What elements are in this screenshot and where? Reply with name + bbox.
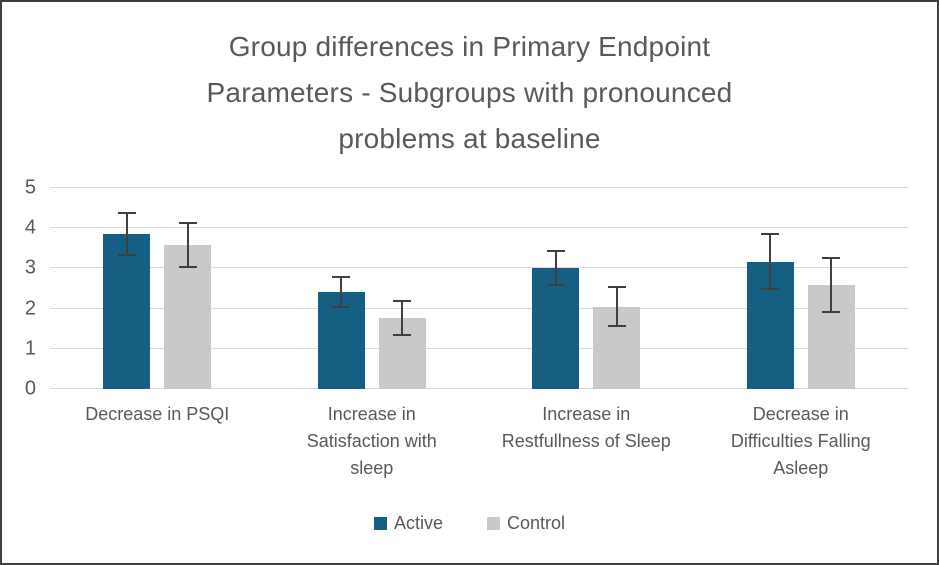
x-axis-label-line: Asleep (773, 458, 829, 478)
legend-label-control: Control (507, 513, 566, 533)
error-bar-part (761, 232, 780, 235)
x-axis-label-line: Restfullness of Sleep (501, 431, 671, 451)
legend-label-active: Active (393, 513, 443, 533)
error-bar-active-2 (546, 250, 565, 287)
bar-wrap-control-0 (164, 188, 212, 389)
bar-wrap-active-3 (746, 188, 794, 389)
x-axis-label-3: Decrease in Difficulties Falling Asleep (694, 401, 909, 482)
bar-control-0 (164, 245, 212, 389)
x-axis-label-0: Decrease in PSQI (50, 401, 265, 482)
error-bar-active-3 (761, 232, 780, 291)
error-bar-part (554, 250, 557, 287)
x-axis-label-line: Decrease in (752, 404, 849, 424)
y-axis: 0 1 2 3 4 5 (2, 177, 40, 400)
error-bar-control-3 (822, 257, 841, 314)
bar-wrap-active-0 (103, 188, 151, 389)
error-bar-part (340, 275, 343, 308)
error-bar-part (546, 250, 565, 253)
x-axis-label-line: Difficulties Falling (730, 431, 871, 451)
bar-group-0 (50, 188, 265, 389)
chart-title-line-2: Parameters - Subgroups with pronounced (206, 77, 733, 108)
x-axis-label-2: Increase in Restfullness of Sleep (479, 401, 694, 482)
x-axis-label-line: Increase in (542, 404, 631, 424)
gridline-0 (50, 388, 908, 389)
bar-group-1 (265, 188, 480, 389)
gridline-2 (50, 307, 908, 309)
error-bar-part (761, 288, 780, 291)
error-bar-part (332, 275, 351, 278)
error-bar-part (607, 286, 626, 289)
y-tick-label-0: 0 (24, 377, 36, 400)
error-bar-part (178, 266, 197, 269)
error-bar-part (393, 334, 412, 337)
error-bar-control-1 (393, 300, 412, 337)
error-bar-active-1 (332, 275, 351, 308)
bar-wrap-control-2 (593, 188, 641, 389)
gridline-1 (50, 347, 908, 349)
bar-group-3 (694, 188, 909, 389)
x-axis-label-line: Satisfaction with (306, 431, 437, 451)
bar-active-1 (317, 291, 365, 389)
chart-title-line-3: problems at baseline (338, 123, 601, 154)
error-bar-part (769, 232, 772, 291)
error-bar-part (401, 300, 404, 337)
x-axis-label-line: sleep (350, 458, 394, 478)
error-bar-part (117, 212, 136, 215)
error-bar-active-0 (117, 212, 136, 257)
y-tick-label-4: 4 (24, 216, 36, 239)
legend-entry-active: Active (373, 513, 443, 534)
error-bar-part (607, 324, 626, 327)
error-bar-part (332, 305, 351, 308)
bar-wrap-control-3 (807, 188, 855, 389)
x-axis-labels: Decrease in PSQI Increase in Satisfaction … (50, 401, 908, 482)
error-bar-part (117, 254, 136, 257)
error-bar-part (546, 284, 565, 287)
x-axis-label-line: Increase in (327, 404, 416, 424)
chart-title-line-1: Group differences in Primary Endpoint (228, 31, 711, 62)
error-bar-part (393, 300, 412, 303)
legend: Active Control (2, 513, 937, 534)
x-axis-label-line: Decrease in PSQI (85, 404, 230, 424)
legend-entry-control: Control (487, 513, 565, 534)
gridline-4 (50, 227, 908, 229)
error-bar-part (822, 257, 841, 260)
plot-area (50, 187, 908, 389)
error-bar-part (125, 212, 128, 257)
legend-swatch-control-icon (487, 517, 500, 530)
error-bar-part (186, 221, 189, 269)
error-bar-part (822, 311, 841, 314)
error-bar-part (615, 286, 618, 327)
gridline-3 (50, 267, 908, 269)
error-bar-part (830, 257, 833, 314)
y-tick-label-2: 2 (24, 297, 36, 320)
error-bar-control-0 (178, 221, 197, 269)
legend-swatch-active-icon (373, 517, 387, 530)
bar-wrap-active-1 (317, 188, 365, 389)
chart-title: Group differences in Primary Endpoint Pa… (2, 24, 937, 162)
bar-wrap-control-1 (378, 188, 426, 389)
y-tick-label-1: 1 (24, 337, 36, 360)
bar-wrap-active-2 (532, 188, 580, 389)
error-bar-part (178, 221, 197, 224)
gridline-5 (50, 187, 908, 188)
error-bar-control-2 (607, 286, 626, 327)
y-tick-label-3: 3 (24, 256, 36, 279)
y-tick-label-5: 5 (24, 176, 36, 199)
bar-active-2 (532, 268, 580, 389)
bar-groups (50, 188, 908, 389)
bar-group-2 (479, 188, 694, 389)
x-axis-label-1: Increase in Satisfaction with sleep (265, 401, 480, 482)
bar-active-0 (103, 234, 151, 389)
